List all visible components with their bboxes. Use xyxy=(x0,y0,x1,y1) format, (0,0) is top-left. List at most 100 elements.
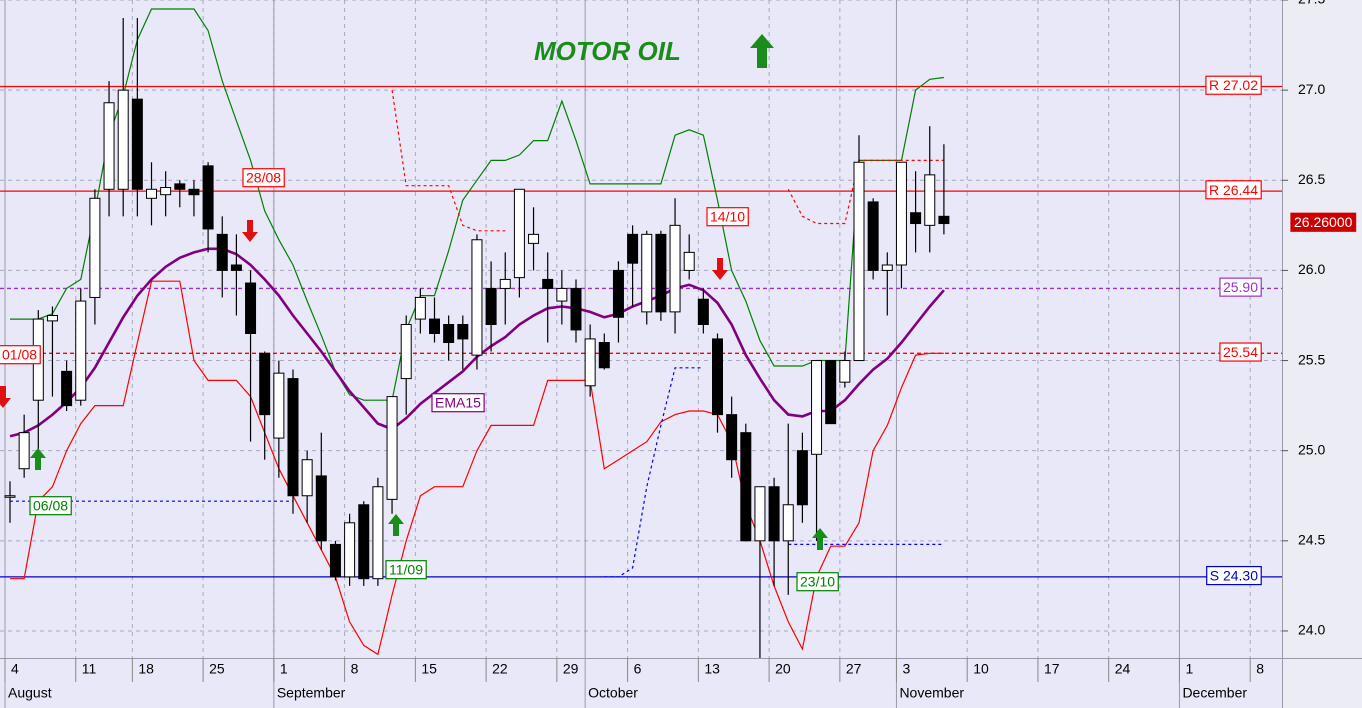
level-label-box xyxy=(1205,180,1262,200)
candle-body xyxy=(796,450,808,506)
candle-body xyxy=(754,486,766,542)
candle-body xyxy=(103,102,115,190)
band-line xyxy=(391,90,506,232)
x-tick-label: 3 xyxy=(902,661,910,677)
month-label: November xyxy=(899,685,964,701)
sell-arrow-icon xyxy=(0,386,11,408)
x-tick-label: 18 xyxy=(138,661,154,677)
line-label-box xyxy=(431,393,485,413)
chart-title: MOTOR OIL xyxy=(534,36,681,66)
candle-body xyxy=(669,224,681,313)
candle-body xyxy=(655,233,667,313)
x-tick-label: 6 xyxy=(634,661,642,677)
candle-body xyxy=(513,188,525,279)
x-tick-label: 13 xyxy=(704,661,720,677)
month-label: September xyxy=(277,685,346,701)
candle-body xyxy=(697,298,709,325)
candle-body xyxy=(344,522,356,578)
candle-body xyxy=(61,370,73,407)
annotation-label-box xyxy=(796,572,839,592)
candle-body xyxy=(259,352,271,416)
buy-arrow-icon xyxy=(812,528,828,550)
level-label: S 24.30 xyxy=(1210,568,1258,584)
candle-body xyxy=(216,233,228,271)
band-line xyxy=(787,159,944,225)
candle-body xyxy=(287,378,299,497)
candle-body xyxy=(174,183,186,190)
right-axis-area xyxy=(1283,0,1362,708)
candle-body xyxy=(895,161,907,266)
candle-body xyxy=(89,197,101,298)
candle-body xyxy=(528,233,540,244)
up-arrow-icon xyxy=(750,34,774,68)
level-label-box xyxy=(1206,565,1262,586)
buy-arrow-icon xyxy=(30,448,46,470)
band-line xyxy=(604,367,704,578)
candle-body xyxy=(273,372,285,439)
level-label: R 27.02 xyxy=(1209,77,1258,93)
x-tick-label: 20 xyxy=(775,661,791,677)
annotation-label-box xyxy=(385,560,427,580)
band-line xyxy=(10,280,944,656)
candle-body xyxy=(584,338,596,387)
sell-arrow-icon xyxy=(712,258,728,280)
sell-arrow-icon xyxy=(242,220,258,242)
candle-body xyxy=(712,338,723,416)
candle-body xyxy=(570,287,582,331)
candle-body xyxy=(782,504,794,542)
x-tick-label: 8 xyxy=(351,661,359,677)
candle-body xyxy=(881,264,893,271)
candle-body xyxy=(867,201,879,271)
candle-body xyxy=(146,188,157,199)
candle-body xyxy=(457,323,469,340)
last-price-label-box xyxy=(1290,212,1357,232)
plot-area xyxy=(0,0,1282,708)
candle-body xyxy=(499,278,511,289)
annotation-label: 28/08 xyxy=(246,170,281,186)
candle-body xyxy=(542,278,554,289)
y-tick-label: 27.5 xyxy=(1298,0,1325,7)
month-label: October xyxy=(588,685,638,701)
level-label: 25.90 xyxy=(1223,279,1258,295)
candle-body xyxy=(740,432,752,542)
bottom-axis-area xyxy=(0,659,1283,708)
level-label: 25.54 xyxy=(1223,344,1258,360)
candle-body xyxy=(938,215,950,225)
candle-body xyxy=(683,251,695,271)
x-tick-label: 15 xyxy=(421,661,437,677)
candle-body xyxy=(627,233,639,264)
candle-body xyxy=(556,287,568,302)
candle-body xyxy=(46,314,58,322)
candle-body xyxy=(117,89,129,190)
last-price-label: 26.26000 xyxy=(1294,214,1353,230)
candle-body xyxy=(726,414,738,461)
candle-body xyxy=(188,188,200,196)
annotation-label: 23/10 xyxy=(800,574,835,590)
level-label: R 26.44 xyxy=(1209,182,1258,198)
candle-body xyxy=(245,282,257,335)
y-tick-label: 26.5 xyxy=(1298,171,1325,187)
candle-body xyxy=(471,239,483,356)
candle-body xyxy=(131,98,143,190)
x-tick-label: 22 xyxy=(492,661,508,677)
annotation-label-box xyxy=(0,345,41,365)
x-tick-label: 24 xyxy=(1115,661,1131,677)
x-tick-label: 10 xyxy=(973,661,989,677)
y-tick-label: 24.0 xyxy=(1298,622,1325,638)
candle-body xyxy=(811,360,823,455)
annotation-label: 14/10 xyxy=(710,209,745,225)
month-label: December xyxy=(1182,685,1247,701)
candle-body xyxy=(75,300,87,401)
y-tick-label: 26.0 xyxy=(1298,261,1325,277)
candle-body xyxy=(612,269,624,318)
candle-body xyxy=(202,165,214,230)
month-label: August xyxy=(8,685,52,701)
annotation-label: 06/08 xyxy=(33,498,68,514)
candle-body xyxy=(768,486,780,542)
x-tick-label: 17 xyxy=(1044,661,1060,677)
candle-body xyxy=(160,186,172,196)
x-tick-label: 4 xyxy=(11,661,19,677)
band-line xyxy=(10,8,944,401)
candle-body xyxy=(230,264,242,271)
